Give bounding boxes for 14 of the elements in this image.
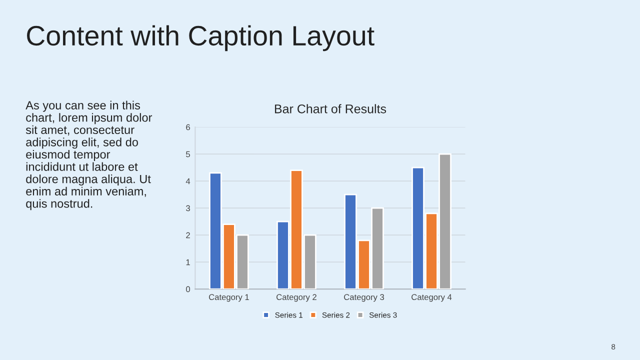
y-tick-label: 3 — [186, 205, 190, 212]
text: Content with Caption Layout — [27, 25, 374, 52]
y-tick-label: 5 — [186, 151, 190, 158]
x-tick-label: Category 4 — [412, 294, 452, 302]
y-tick-label: 4 — [186, 178, 190, 184]
y-tick-label: 6 — [186, 124, 190, 130]
chart-title: Bar Chart of Results — [274, 104, 386, 114]
x-tick-label: Category 1 — [209, 294, 249, 302]
x-tick-label: Category 2 — [276, 294, 316, 302]
y-tick-label: 2 — [186, 232, 190, 238]
y-tick-label: 0 — [186, 286, 190, 292]
x-tick-label: Category 3 — [344, 294, 384, 302]
text: As you can see in this chart, lorem ipsum dolor sit amet, consectetur adipiscing elit, sed do eiusmod tempor incididunt ut labore et dolore magna aliqua. Ut enim ad minim veniam, quis nostrud. — [26, 100, 152, 210]
y-tick-label: 1 — [186, 259, 190, 266]
